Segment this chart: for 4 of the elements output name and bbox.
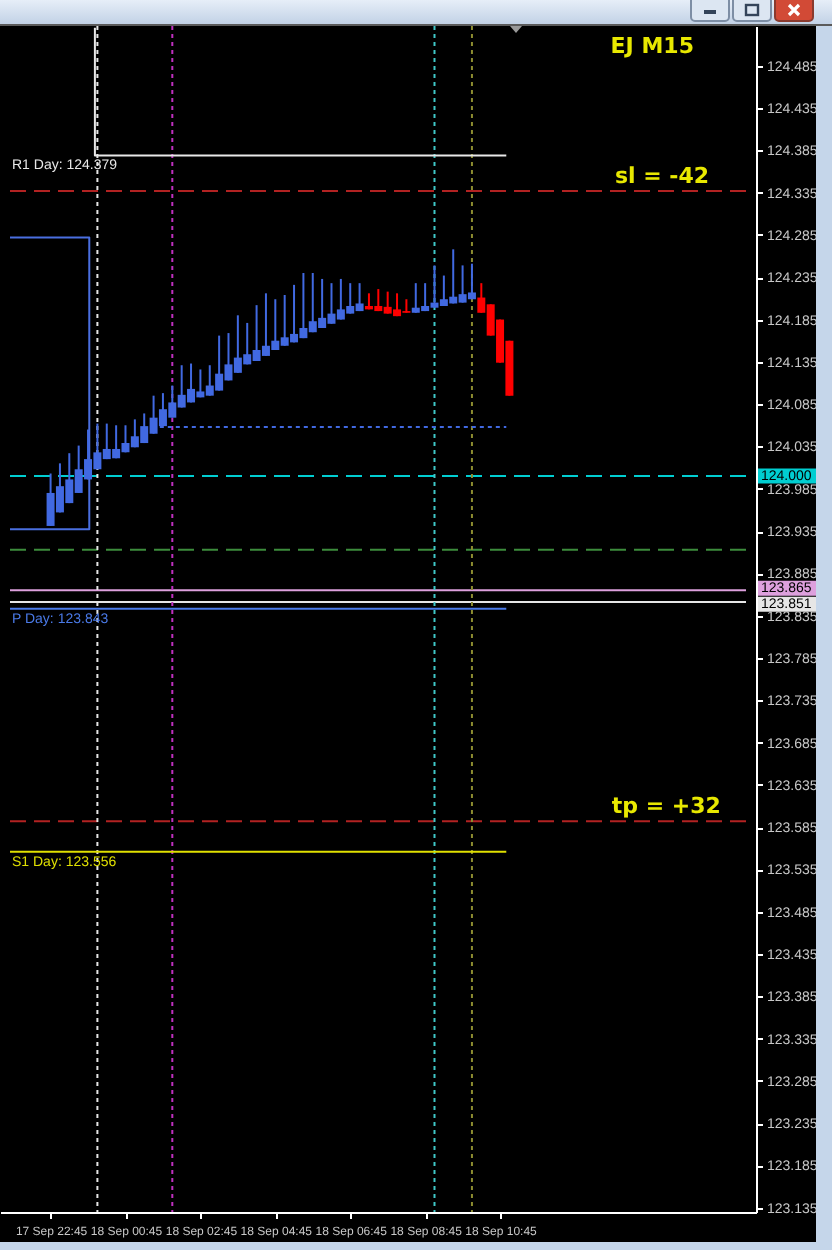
- annotation: tp = +32: [611, 793, 721, 820]
- chart-title: EJ M15: [610, 33, 694, 59]
- annotation: sl = -42: [614, 162, 710, 189]
- candlestick: [467, 262, 476, 301]
